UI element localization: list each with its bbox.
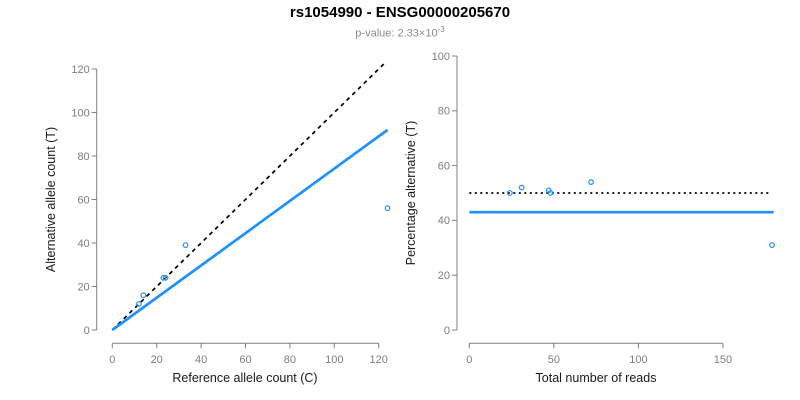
x-tick-label: 0 (109, 354, 115, 366)
y-tick-label: 80 (438, 106, 450, 118)
data-point (506, 190, 513, 196)
data-point (588, 179, 594, 185)
x-tick-label: 0 (466, 354, 472, 366)
x-tick-label: 100 (629, 354, 647, 366)
figure-header: rs1054990 - ENSG00000205670 p-value: 2.3… (0, 4, 800, 40)
y-tick-label: 20 (438, 270, 450, 282)
y-tick-label: 0 (84, 325, 90, 337)
left-plot: 0 20 40 60 80 100 120 0 20 40 60 80 100 120 Reference … (44, 60, 391, 385)
x-axis-title: Reference allele count (C) (172, 371, 317, 385)
y-tick-label: 100 (432, 51, 450, 63)
x-tick-label: 120 (370, 354, 388, 366)
y-tick-label: 40 (438, 215, 450, 227)
data-point (182, 242, 189, 249)
pvalue-text: p-value: 2.33×10 (355, 27, 438, 40)
data-point (160, 274, 167, 281)
plot-title: rs1054990 - ENSG00000205670 (289, 4, 511, 21)
y-tick-label: 120 (71, 64, 89, 76)
data-point (162, 274, 169, 281)
y-tick-label: 20 (77, 281, 89, 293)
x-tick-label: 150 (714, 354, 732, 366)
y-axis-title: Percentage alternative (T) (404, 121, 418, 266)
regression-line (111, 128, 389, 332)
x-tick-label: 100 (325, 354, 343, 366)
plot-subtitle: p-value: 2.33×10-3 (0, 25, 800, 40)
data-point (140, 292, 147, 299)
data-point (518, 184, 525, 191)
x-tick-label: 40 (195, 354, 207, 366)
identity-line (111, 60, 388, 331)
x-tick-label: 20 (151, 354, 163, 366)
x-axis-title: Total number of reads (536, 371, 657, 385)
y-tick-label: 40 (77, 238, 89, 250)
y-tick-label: 0 (444, 325, 450, 337)
right-plot: 0 20 40 60 80 100 0 50 100 150 Total number of rea… (404, 51, 775, 385)
pvalue-exponent: -3 (437, 24, 445, 34)
x-tick-label: 60 (239, 354, 251, 366)
y-tick-label: 100 (71, 107, 89, 119)
y-tick-label: 60 (438, 160, 450, 172)
data-point (136, 301, 142, 307)
y-tick-label: 80 (77, 151, 89, 163)
data-point (384, 205, 391, 212)
x-tick-label: 80 (284, 354, 296, 366)
y-axis-title: Alternative allele count (T) (44, 127, 58, 272)
y-tick-label: 60 (77, 194, 89, 206)
data-point (769, 242, 775, 248)
x-tick-label: 50 (548, 354, 560, 366)
data-point (547, 190, 554, 196)
